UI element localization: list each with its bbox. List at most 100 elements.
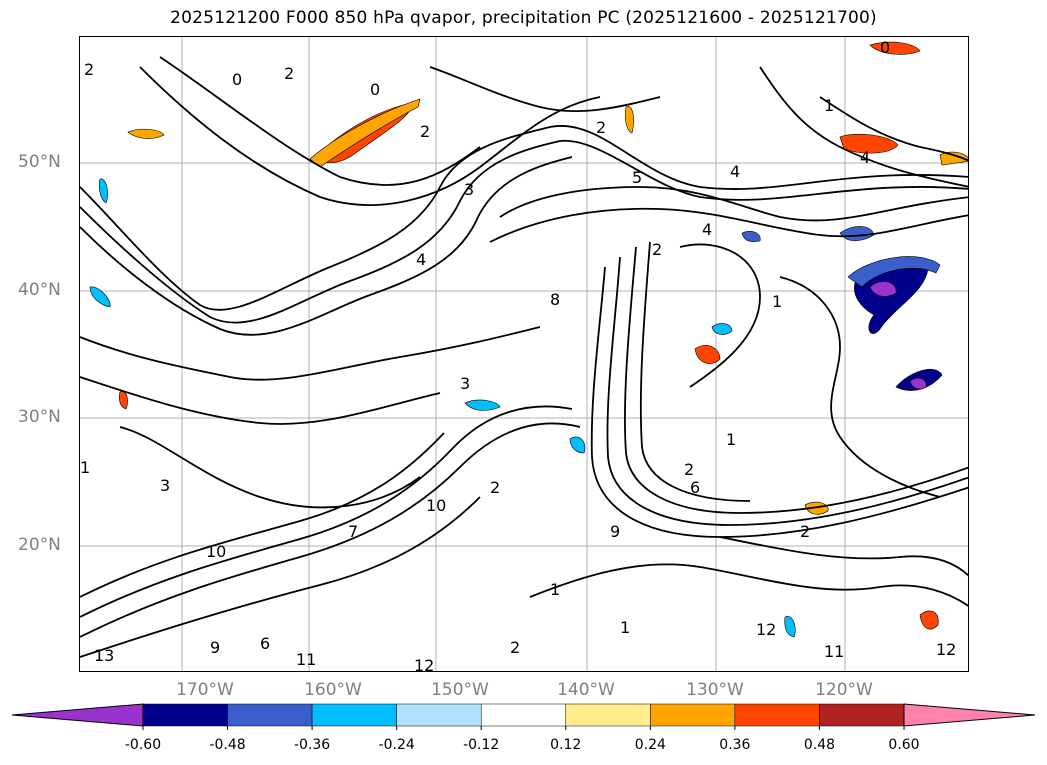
colorbar-swatch xyxy=(480,703,567,727)
precip-negative-patch xyxy=(784,616,796,638)
contour-label: 9 xyxy=(610,522,620,541)
colorbar-swatch xyxy=(311,703,397,727)
contour-label: 4 xyxy=(702,220,712,239)
contour-label: 3 xyxy=(464,180,474,199)
lat-label-50n: 50°N xyxy=(18,152,61,172)
colorbar-swatch xyxy=(819,703,905,727)
contour-line xyxy=(624,246,968,514)
map-panel: 2 0 2 0 1 2 3 5 4 4 2 1 4 3 3 2 1 2 4 6 … xyxy=(79,36,969,672)
contour-line xyxy=(80,422,581,638)
contour-line xyxy=(80,376,441,425)
lat-label-40n: 40°N xyxy=(18,280,61,300)
lon-label-160w: 160°W xyxy=(304,680,362,700)
contour-label: 4 xyxy=(416,250,426,269)
qvapor-contours xyxy=(80,56,968,658)
contour-label: 5 xyxy=(632,168,642,187)
colorbar-tick-label: -0.48 xyxy=(209,737,246,753)
contour-line xyxy=(119,426,421,509)
colorbar-swatch xyxy=(227,703,313,727)
contour-label: 2 xyxy=(284,64,294,83)
colorbar-tick-label: -0.60 xyxy=(124,737,162,753)
precip-positive-patch xyxy=(694,345,721,364)
contour-label: 12 xyxy=(414,656,434,672)
contour-line xyxy=(639,241,751,502)
lon-label-130w: 130°W xyxy=(686,680,744,700)
colorbar-extend-min xyxy=(11,703,144,727)
contour-label: 1 xyxy=(726,430,736,449)
contour-label: 2 xyxy=(490,478,500,497)
contour-label: 12 xyxy=(936,640,956,659)
lat-label-30n: 30°N xyxy=(18,407,61,427)
colorbar-tick-label: 0.12 xyxy=(550,737,582,753)
contour-label: 13 xyxy=(94,646,114,665)
contour-line xyxy=(590,266,968,538)
precip-negative-patch xyxy=(89,286,111,308)
contour-label: 10 xyxy=(206,542,226,561)
precip-negative-patch xyxy=(98,178,108,204)
contour-label: 0 xyxy=(370,80,380,99)
precipitation-shading xyxy=(89,41,968,638)
contour-label: 0 xyxy=(880,38,890,57)
contour-label: 10 xyxy=(426,496,446,515)
contour-line xyxy=(606,256,968,526)
contour-label: 7 xyxy=(348,522,358,541)
contour-label: 8 xyxy=(550,290,560,309)
contour-label: 1 xyxy=(550,580,560,599)
colorbar-swatches xyxy=(11,703,1036,730)
colorbar-swatch xyxy=(650,703,736,727)
contour-label: 9 xyxy=(210,638,220,657)
contour-label: 2 xyxy=(684,460,694,479)
colorbar-swatch xyxy=(565,703,651,727)
contour-label: 6 xyxy=(260,634,270,653)
colorbar-tick-label: -0.24 xyxy=(378,737,415,753)
contour-line xyxy=(80,124,968,311)
contour-label: 3 xyxy=(460,374,470,393)
contour-label: 11 xyxy=(824,642,844,661)
colorbar-swatch xyxy=(734,703,820,727)
contour-label: 12 xyxy=(756,620,776,639)
contour-line xyxy=(429,66,661,112)
precip-positive-patch xyxy=(869,41,921,55)
contour-line xyxy=(159,56,481,186)
contour-line xyxy=(779,276,941,498)
contour-line xyxy=(80,405,573,618)
contour-label: 2 xyxy=(596,118,606,137)
precip-negative-patch xyxy=(464,399,501,411)
contour-line xyxy=(529,563,968,607)
contour-line xyxy=(759,66,968,188)
lon-label-150w: 150°W xyxy=(431,680,489,700)
colorbar-tick-label: 0.36 xyxy=(719,737,751,753)
map-title: 2025121200 F000 850 hPa qvapor, precipit… xyxy=(170,8,877,28)
contour-line xyxy=(80,496,481,658)
precip-positive-patch xyxy=(839,133,899,154)
contour-line xyxy=(139,66,601,206)
contour-line xyxy=(80,326,541,381)
contour-line xyxy=(489,207,968,243)
lat-label-20n: 20°N xyxy=(18,535,61,555)
map-canvas: 2 0 2 0 1 2 3 5 4 4 2 1 4 3 3 2 1 2 4 6 … xyxy=(80,37,968,672)
precip-positive-patch xyxy=(127,128,165,139)
precip-negative-patch xyxy=(711,323,733,335)
contour-label: 0 xyxy=(232,70,242,89)
lon-label-170w: 170°W xyxy=(176,680,234,700)
colorbar-swatch xyxy=(396,703,482,727)
contour-label: 1 xyxy=(620,618,630,637)
lon-label-140w: 140°W xyxy=(557,680,615,700)
contour-label: 4 xyxy=(730,162,740,181)
colorbar-tick-label: 0.48 xyxy=(803,737,836,753)
contour-line xyxy=(819,96,968,162)
contour-label: 1 xyxy=(824,96,834,115)
precip-positive-patch xyxy=(309,98,421,168)
contour-line xyxy=(719,536,968,577)
colorbar-tick-label: -0.12 xyxy=(463,737,500,753)
precip-negative-patch xyxy=(847,256,941,288)
contour-label: 6 xyxy=(690,478,700,497)
contour-label: 1 xyxy=(80,458,90,477)
precip-negative-patch xyxy=(839,226,875,242)
contour-line xyxy=(499,186,968,222)
contour-label: 2 xyxy=(84,60,94,79)
lon-label-120w: 120°W xyxy=(815,680,873,700)
precip-negative-patch xyxy=(869,281,897,297)
colorbar-extend-max xyxy=(903,703,1036,727)
